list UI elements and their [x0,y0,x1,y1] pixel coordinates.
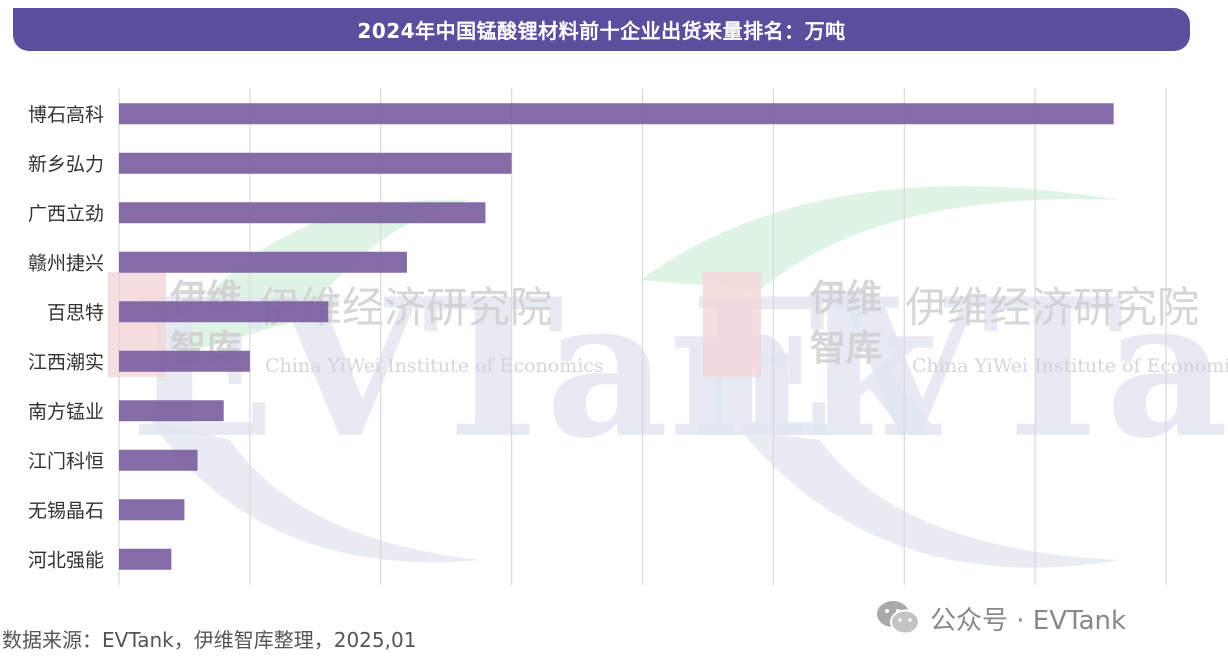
watermark-cn-short2-right: 智库 [810,327,882,369]
chart-title-bar: 2024年中国锰酸锂材料前十企业出货来量排名：万吨 [13,8,1190,51]
category-label: 赣州捷兴 [28,252,104,274]
watermark-arc-right [740,430,1120,568]
category-label: 百思特 [47,302,104,324]
wechat-account-tag: 公众号 · EVTank [874,598,1126,638]
data-source-note: 数据来源：EVTank，伊维智库整理，2025,01 [2,628,417,652]
bar [119,548,172,570]
category-label: 江西潮实 [28,351,104,373]
bar [119,400,224,422]
watermark-cn-name-right: 伊维经济研究院 [905,283,1199,332]
category-label: 江门科恒 [28,450,104,472]
bar [119,449,198,471]
bar-layer [119,103,1114,570]
category-label: 河北强能 [28,549,104,571]
watermark: EVTank EVTank 伊维 智库 伊维经济研究院 China YiWei … [108,186,1228,568]
category-label: 新乡弘力 [28,153,104,175]
bar [119,103,1114,125]
category-label: 南方锰业 [28,401,104,423]
watermark-logo-text-right: EVTank [690,257,1228,480]
bar [119,202,486,224]
bar [119,499,185,521]
bar [119,350,250,372]
watermark-seal-right [703,272,761,377]
wechat-icon [877,601,920,635]
category-label: 博石高科 [28,104,104,126]
category-label: 无锡晶石 [28,500,104,522]
bar [119,251,407,273]
wechat-account-label: 公众号 · EVTank [930,605,1127,636]
watermark-arc-left [150,420,480,563]
watermark-en-name-right: China YiWei Institute of Economics [912,355,1228,377]
watermark-swoosh-right [640,186,1120,290]
watermark-cn-short-right: 伊维 [809,277,882,319]
bar [119,152,512,174]
category-label: 广西立劲 [28,203,104,225]
bar [119,301,329,323]
watermark-en-name-left: China YiWei Institute of Economics [265,355,604,377]
chart-title: 2024年中国锰酸锂材料前十企业出货来量排名：万吨 [357,19,846,43]
watermark-logo-text-left: EVTank [130,257,942,480]
